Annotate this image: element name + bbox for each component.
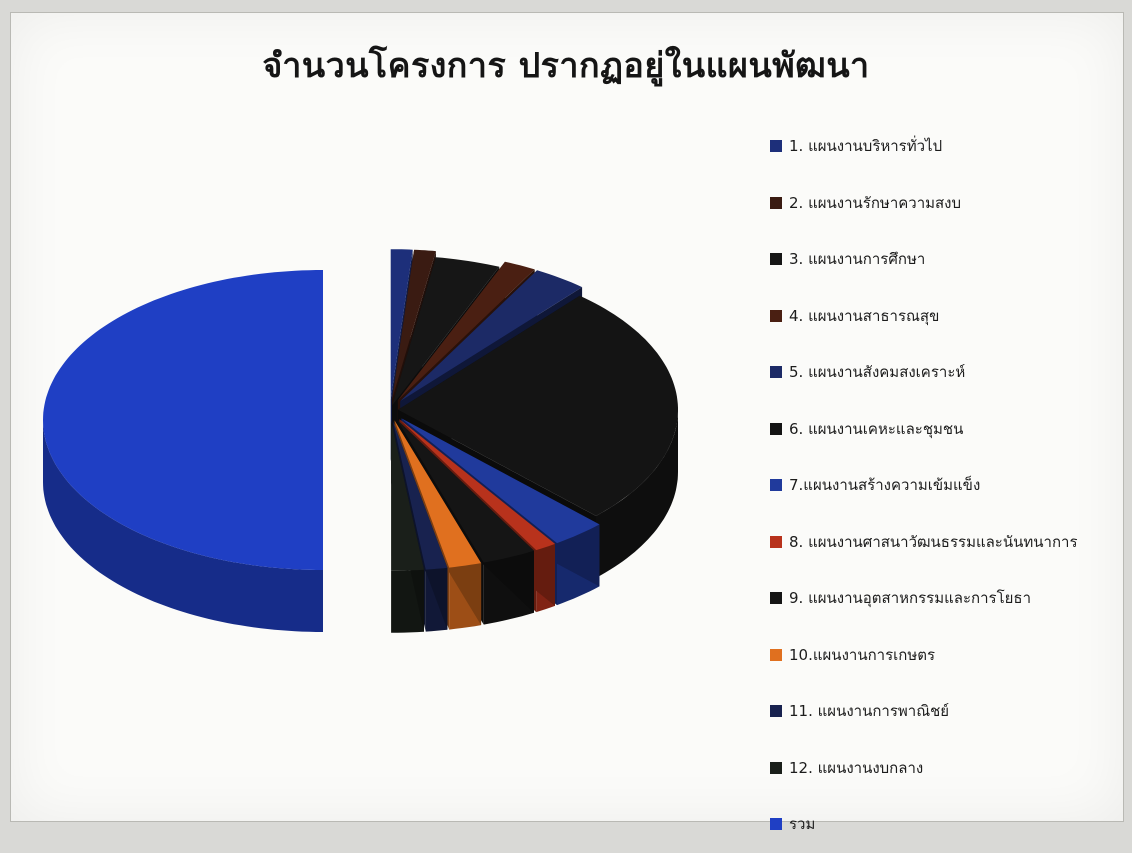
legend-swatch [770, 761, 782, 774]
legend-item-4: 4. แผนงานสาธารณสุข [770, 288, 1120, 345]
chart-legend: 1. แผนงานบริหารทั่วไป 2. แผนงานรักษาความส… [770, 118, 1120, 853]
legend-swatch [770, 479, 782, 492]
legend-label: 4. แผนงานสาธารณสุข [789, 306, 940, 325]
legend-label: 6. แผนงานเคหะและชุมชน [789, 419, 964, 438]
legend-item-2: 2. แผนงานรักษาความสงบ [770, 175, 1120, 232]
legend-swatch [770, 309, 782, 322]
legend-swatch [770, 196, 782, 209]
legend-label: 1. แผนงานบริหารทั่วไป [789, 137, 943, 156]
legend-item-7: 7.แผนงานสร้างความเข้มแข็ง [770, 457, 1120, 514]
pie-slice-12 [391, 420, 424, 633]
legend-item-11: 11. แผนงานการพาณิชย์ [770, 683, 1120, 740]
legend-swatch [770, 818, 782, 831]
legend-swatch [770, 535, 782, 548]
legend-label: 3. แผนงานการศึกษา [789, 250, 926, 269]
legend-label: 10.แผนงานการเกษตร [789, 645, 936, 664]
chart-title: จำนวนโครงการ ปรากฏอยู่ในแผนพัฒนา [262, 46, 870, 86]
legend-item-10: 10.แผนงานการเกษตร [770, 627, 1120, 684]
legend-item-9: 9. แผนงานอุตสาหกรรมและการโยธา [770, 570, 1120, 627]
legend-item-3: 3. แผนงานการศึกษา [770, 231, 1120, 288]
legend-label: 7.แผนงานสร้างความเข้มแข็ง [789, 476, 981, 495]
legend-swatch [770, 253, 782, 266]
legend-item-8: 8. แผนงานศาสนาวัฒนธรรมและนันทนาการ [770, 514, 1120, 571]
legend-item-6: 6. แผนงานเคหะและชุมชน [770, 401, 1120, 458]
legend-label: 2. แผนงานรักษาความสงบ [789, 193, 962, 212]
legend-item-5: 5. แผนงานสังคมสงเคราะห์ [770, 344, 1120, 401]
legend-item-12: 12. แผนงานงบกลาง [770, 740, 1120, 797]
legend-label: 11. แผนงานการพาณิชย์ [789, 702, 950, 721]
pie-chart [43, 249, 678, 633]
legend-item-total: รวม [770, 796, 1120, 853]
legend-label: 5. แผนงานสังคมสงเคราะห์ [789, 363, 966, 382]
legend-label: รวม [789, 815, 816, 834]
legend-swatch [770, 422, 782, 435]
legend-swatch [770, 705, 782, 718]
legend-label: 8. แผนงานศาสนาวัฒนธรรมและนันทนาการ [789, 532, 1078, 551]
legend-label: 12. แผนงานงบกลาง [789, 758, 924, 777]
legend-swatch [770, 366, 782, 379]
legend-label: 9. แผนงานอุตสาหกรรมและการโยธา [789, 589, 1031, 608]
legend-item-1: 1. แผนงานบริหารทั่วไป [770, 118, 1120, 175]
legend-swatch [770, 592, 782, 605]
legend-swatch [770, 140, 782, 153]
legend-swatch [770, 648, 782, 661]
pie-slice-total [43, 270, 323, 632]
